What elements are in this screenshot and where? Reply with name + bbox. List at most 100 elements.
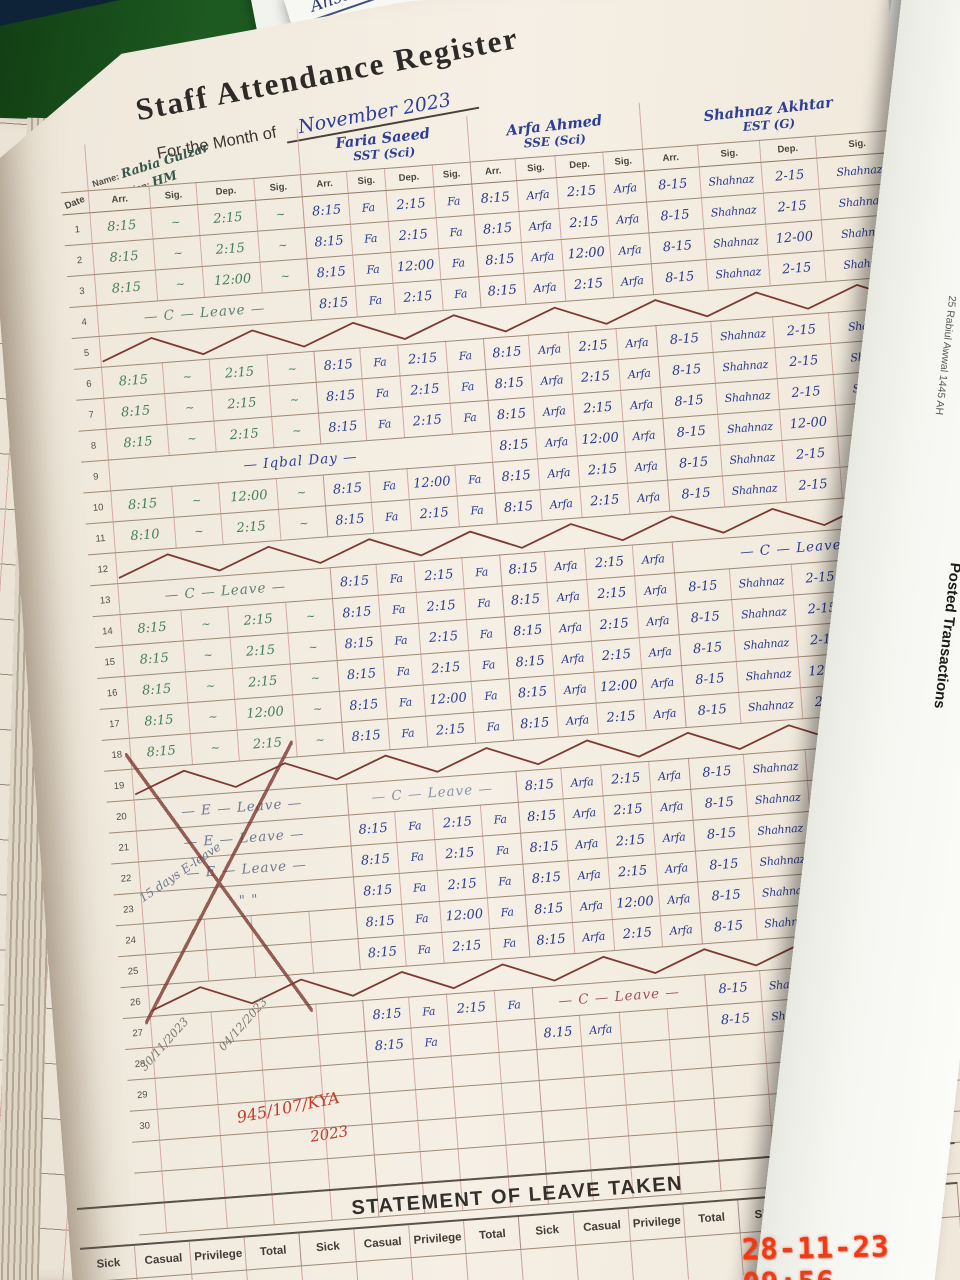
dark-corner-object	[0, 0, 120, 26]
empty-cell	[541, 1108, 589, 1142]
time-cell: 12:00	[610, 885, 660, 920]
time-cell: 8-15	[704, 971, 762, 1006]
time-cell: 2:15	[435, 836, 485, 871]
signature-cell: ~	[181, 607, 230, 641]
empty-cell	[672, 1068, 714, 1102]
date-cell: 9	[81, 460, 111, 493]
time-cell: 2:15	[386, 187, 436, 222]
time-cell: 8-15	[688, 754, 746, 789]
time-cell: 8-15	[651, 260, 709, 295]
time-cell: 8:15	[506, 644, 554, 678]
time-cell: 2:15	[564, 267, 614, 302]
time-cell: 8-15	[690, 785, 748, 820]
signature-cell: Arfa	[566, 827, 608, 861]
signature-cell: Arfa	[547, 580, 589, 614]
time-cell: 2:15	[559, 205, 609, 240]
signature-cell: Shahnaz	[743, 750, 807, 786]
signature-cell	[667, 1006, 709, 1040]
time-cell: 8.15	[534, 1015, 582, 1049]
time-cell: 2:15	[388, 218, 438, 253]
time-cell: 12:00	[407, 465, 457, 500]
date-cell: 10	[83, 491, 113, 524]
signature-cell	[496, 1019, 536, 1053]
empty-cell	[589, 1136, 631, 1170]
signature-cell: Shahnaz	[748, 811, 812, 847]
empty-cell	[158, 1105, 221, 1140]
signature-cell: Fa	[411, 1025, 451, 1059]
leave-header-total: Total	[245, 1233, 302, 1270]
signature-cell: ~	[256, 197, 305, 231]
date-header: Date	[61, 191, 90, 215]
signature-cell: Arfa	[570, 889, 612, 923]
time-cell: 2:15	[416, 589, 466, 624]
time-cell: 8:15	[107, 425, 170, 460]
date-cell: 2	[65, 244, 95, 277]
time-cell: 2:15	[568, 329, 618, 364]
empty-cell	[716, 1125, 774, 1160]
time-cell: 2-15	[784, 467, 842, 502]
signature-cell: Arfa	[568, 858, 610, 892]
signature-cell: Fa	[395, 809, 435, 843]
signature-cell: Fa	[494, 988, 534, 1022]
time-cell: 12:00	[561, 236, 611, 271]
signature-cell: Shahnaz	[704, 224, 768, 260]
signature-cell: Fa	[351, 221, 391, 255]
time-cell: 8:15	[476, 242, 524, 276]
signature-cell: Arfa	[658, 882, 700, 916]
signature-cell: ~	[293, 691, 342, 725]
time-cell: 12:00	[391, 249, 441, 284]
leave-empty-cell	[685, 1233, 743, 1280]
empty-cell	[368, 1059, 416, 1093]
signature-cell: Arfa	[632, 542, 674, 576]
time-cell: 2:15	[587, 576, 637, 611]
time-cell: 8:15	[474, 212, 522, 246]
signature-cell: Arfa	[634, 573, 676, 607]
time-cell: 8:15	[522, 861, 570, 895]
signature-cell: Arfa	[524, 270, 566, 304]
signature-cell: Arfa	[580, 1012, 622, 1046]
time-cell: 2:15	[393, 280, 443, 315]
signature-cell: Shahnaz	[723, 471, 787, 507]
time-cell: 8:15	[303, 193, 351, 227]
signature-cell: Fa	[365, 407, 405, 441]
signature-cell: Fa	[409, 994, 449, 1028]
time-cell: 2:15	[228, 602, 288, 637]
signature-cell: Arfa	[628, 480, 670, 514]
signature-cell: Fa	[485, 864, 525, 898]
time-cell: 8:15	[490, 428, 538, 462]
signature-cell: Arfa	[604, 171, 646, 205]
signature-cell: Fa	[355, 283, 395, 317]
time-cell: 2:15	[608, 854, 658, 889]
empty-cell	[370, 1090, 418, 1124]
signature-cell: Arfa	[611, 264, 653, 298]
signature-cell: Fa	[376, 561, 416, 595]
signature-cell: Fa	[445, 339, 485, 373]
signature-cell: Fa	[381, 623, 421, 657]
date-cell: 29	[128, 1078, 158, 1111]
empty-cell	[543, 1139, 591, 1173]
signature-cell: Fa	[469, 648, 509, 682]
empty-cell	[160, 1136, 223, 1171]
leave-empty-cell	[466, 1249, 524, 1280]
time-cell: 8-15	[662, 414, 720, 449]
signature-cell: ~	[167, 421, 216, 455]
time-cell: 8-15	[649, 229, 707, 264]
signature-cell: Fa	[372, 500, 412, 534]
signature-cell: Arfa	[556, 703, 598, 737]
signature-cell: ~	[279, 506, 328, 540]
date-cell: 11	[86, 522, 116, 555]
signature-cell: Fa	[436, 215, 476, 249]
date-cell: 12	[88, 553, 118, 586]
signature-cell: Arfa	[618, 357, 660, 391]
signature-cell: Arfa	[545, 549, 587, 583]
empty-cell	[416, 1087, 456, 1121]
empty-cell	[451, 1052, 501, 1087]
time-cell: 2:15	[425, 712, 475, 747]
time-cell: 2:15	[437, 867, 487, 902]
time-cell: 2:15	[601, 761, 651, 796]
signature-cell: Shahnaz	[736, 657, 800, 693]
time-cell: 8:15	[351, 842, 399, 876]
empty-cell	[714, 1094, 772, 1129]
signature-cell: Fa	[404, 932, 444, 966]
time-cell: 8:15	[123, 641, 186, 676]
